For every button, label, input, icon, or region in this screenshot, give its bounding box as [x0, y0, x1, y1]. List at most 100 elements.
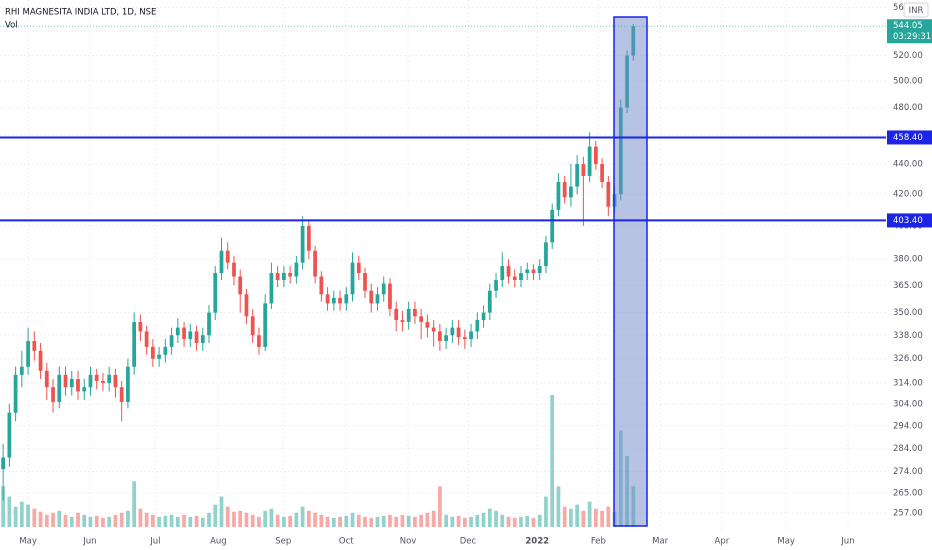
candle-body — [32, 341, 37, 351]
candle-body — [232, 262, 236, 277]
x-tick-label: Jun — [82, 537, 96, 547]
x-tick-label: Mar — [652, 537, 669, 547]
volume-bar — [200, 517, 205, 527]
volume-bar — [126, 510, 130, 527]
candle-body — [263, 303, 268, 347]
volume-bar — [506, 516, 511, 527]
volume-bar — [244, 512, 249, 527]
volume-bar — [101, 517, 105, 527]
x-tick-label: 2022 — [525, 537, 549, 547]
candle-body — [363, 273, 367, 291]
candle-body — [113, 374, 118, 388]
volume-bar — [606, 506, 611, 527]
candle-body — [544, 242, 548, 267]
volume-bar — [119, 512, 124, 527]
candle-body — [225, 250, 230, 263]
volume-bar — [438, 486, 442, 527]
y-tick-label: 520.00 — [893, 51, 923, 61]
volume-bar — [600, 510, 604, 527]
volume-bar — [419, 514, 424, 527]
candle-body — [550, 209, 555, 243]
volume-bar — [82, 514, 87, 527]
candle-body — [107, 374, 112, 384]
volume-bar — [269, 508, 274, 527]
candle-body — [593, 146, 598, 165]
volume-bar — [544, 496, 548, 527]
volume-bar — [331, 517, 336, 527]
volume-bar — [481, 512, 486, 527]
candle-body — [519, 273, 523, 281]
volume-bar — [525, 515, 530, 527]
price-axis-bg — [886, 0, 932, 550]
volume-bar — [213, 504, 218, 527]
volume-bar — [450, 516, 455, 527]
candle-body — [394, 308, 399, 321]
candle-body — [94, 374, 99, 382]
candle-body — [69, 378, 74, 388]
volume-bar — [26, 504, 30, 527]
candle-body — [381, 283, 386, 295]
volume-bar — [556, 486, 561, 527]
volume-bar — [406, 515, 411, 527]
candle-body — [531, 269, 536, 274]
volume-bar — [175, 516, 180, 527]
candle-body — [456, 327, 461, 338]
volume-bar — [51, 512, 55, 527]
volume-bar — [487, 508, 492, 527]
candle-body — [344, 294, 349, 304]
volume-bar — [225, 506, 230, 527]
volume-bar — [94, 515, 99, 527]
y-tick-label: 365.00 — [893, 281, 923, 291]
plot-area — [1, 23, 636, 527]
candle-body — [569, 186, 573, 198]
candle-body — [188, 331, 193, 340]
candle-body — [338, 297, 342, 304]
volume-bar — [319, 514, 324, 527]
y-tick-label: 314.00 — [893, 379, 923, 389]
candle-body — [132, 321, 137, 367]
y-tick-label: 380.00 — [893, 255, 923, 265]
volume-bar — [113, 514, 118, 527]
candle-body — [138, 321, 143, 332]
candle-body — [369, 290, 374, 304]
candle-body — [282, 273, 286, 281]
volume-bar — [69, 516, 74, 527]
candle-body — [462, 337, 467, 340]
y-tick-label: 440.00 — [893, 160, 923, 170]
volume-bar — [413, 516, 417, 527]
volume-bar — [537, 514, 542, 527]
candle-body — [238, 276, 243, 295]
candle-body — [575, 164, 580, 187]
volume-bar — [32, 508, 37, 527]
candle-body — [325, 294, 330, 304]
level-label: 458.40 — [893, 133, 923, 143]
candle-body — [150, 346, 155, 359]
chart-title: RHI MAGNESITA INDIA LTD, 1D, NSE — [5, 8, 156, 18]
x-tick-label: May — [777, 537, 795, 547]
volume-bar — [550, 395, 555, 527]
candle-body — [51, 387, 55, 402]
volume-bar — [313, 512, 317, 527]
volume-bar — [232, 511, 236, 527]
candle-body — [606, 181, 611, 207]
candle-body — [163, 346, 168, 355]
volume-bar — [425, 512, 430, 527]
candle-body — [182, 327, 186, 340]
x-tick-label: Jul — [149, 537, 160, 547]
candle-body — [406, 308, 411, 322]
candle-body — [275, 273, 280, 281]
y-tick-label: 338.00 — [893, 331, 923, 341]
volume-bar — [1, 486, 5, 527]
volume-bar — [300, 506, 305, 527]
volume-bar — [263, 510, 268, 527]
candle-body — [331, 297, 336, 304]
candle-body — [175, 327, 180, 336]
y-tick-label: 480.00 — [893, 103, 923, 113]
axes: 257.00 265.00 274.00 284.00 294.00 304.00 314.… — [19, 3, 932, 547]
y-tick-label: 350.00 — [893, 308, 923, 318]
volume-bar — [519, 516, 523, 527]
currency-box — [903, 2, 929, 18]
volume-bar — [163, 515, 168, 527]
y-tick-label: 257.00 — [893, 509, 923, 519]
x-tick-label: Apr — [715, 537, 730, 547]
